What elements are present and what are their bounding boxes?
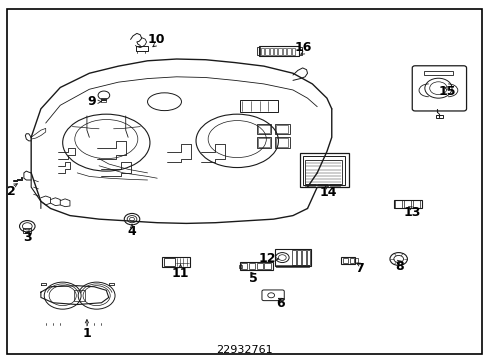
- Bar: [342, 258, 347, 263]
- Bar: [239, 100, 278, 112]
- Bar: [163, 258, 174, 266]
- Bar: [435, 115, 442, 118]
- Bar: [258, 125, 269, 134]
- Bar: [291, 48, 294, 55]
- Bar: [274, 137, 289, 148]
- Bar: [23, 228, 31, 233]
- Text: 15: 15: [438, 85, 455, 98]
- Bar: [423, 71, 452, 75]
- Bar: [276, 138, 287, 147]
- Text: 4: 4: [127, 225, 136, 238]
- Bar: [238, 265, 241, 268]
- Text: 7: 7: [355, 262, 364, 275]
- Bar: [349, 258, 353, 263]
- Bar: [274, 124, 289, 134]
- Bar: [258, 138, 269, 147]
- Text: 3: 3: [23, 231, 32, 244]
- Bar: [301, 251, 305, 265]
- Bar: [291, 251, 295, 265]
- Bar: [248, 262, 255, 269]
- Bar: [273, 48, 277, 55]
- Text: 10: 10: [147, 33, 164, 46]
- Bar: [259, 46, 298, 56]
- Bar: [317, 184, 327, 186]
- Bar: [276, 125, 287, 134]
- Text: 22932761: 22932761: [216, 345, 272, 355]
- Text: 12: 12: [259, 252, 276, 265]
- Bar: [296, 251, 300, 265]
- Bar: [305, 161, 341, 184]
- Bar: [276, 265, 309, 267]
- Bar: [394, 200, 401, 208]
- Text: 9: 9: [87, 95, 96, 108]
- Bar: [300, 153, 348, 187]
- Bar: [136, 46, 148, 51]
- Bar: [256, 262, 263, 269]
- Bar: [282, 48, 285, 55]
- Bar: [265, 48, 268, 55]
- Bar: [305, 184, 314, 186]
- Text: 16: 16: [294, 41, 312, 54]
- Bar: [269, 48, 272, 55]
- Text: 13: 13: [402, 206, 420, 219]
- Text: 14: 14: [319, 186, 336, 199]
- Bar: [302, 156, 345, 185]
- Text: 2: 2: [7, 185, 16, 198]
- Bar: [256, 124, 271, 134]
- Text: 8: 8: [394, 260, 403, 273]
- Text: 1: 1: [82, 327, 91, 339]
- Bar: [241, 262, 247, 269]
- Bar: [306, 251, 310, 265]
- Bar: [286, 48, 290, 55]
- Bar: [403, 200, 410, 208]
- Bar: [341, 257, 354, 264]
- Text: 6: 6: [276, 297, 285, 310]
- Bar: [264, 262, 270, 269]
- Bar: [257, 47, 260, 55]
- Bar: [102, 100, 106, 102]
- Bar: [299, 47, 301, 55]
- Bar: [261, 48, 264, 55]
- Bar: [162, 257, 190, 267]
- Bar: [278, 48, 281, 55]
- Bar: [274, 249, 310, 266]
- Text: 11: 11: [171, 267, 189, 280]
- Bar: [239, 262, 272, 270]
- Text: 5: 5: [248, 273, 257, 285]
- Bar: [393, 199, 421, 208]
- Bar: [74, 290, 85, 301]
- Bar: [329, 184, 339, 186]
- Bar: [256, 137, 271, 148]
- Bar: [102, 98, 106, 100]
- Bar: [412, 200, 419, 208]
